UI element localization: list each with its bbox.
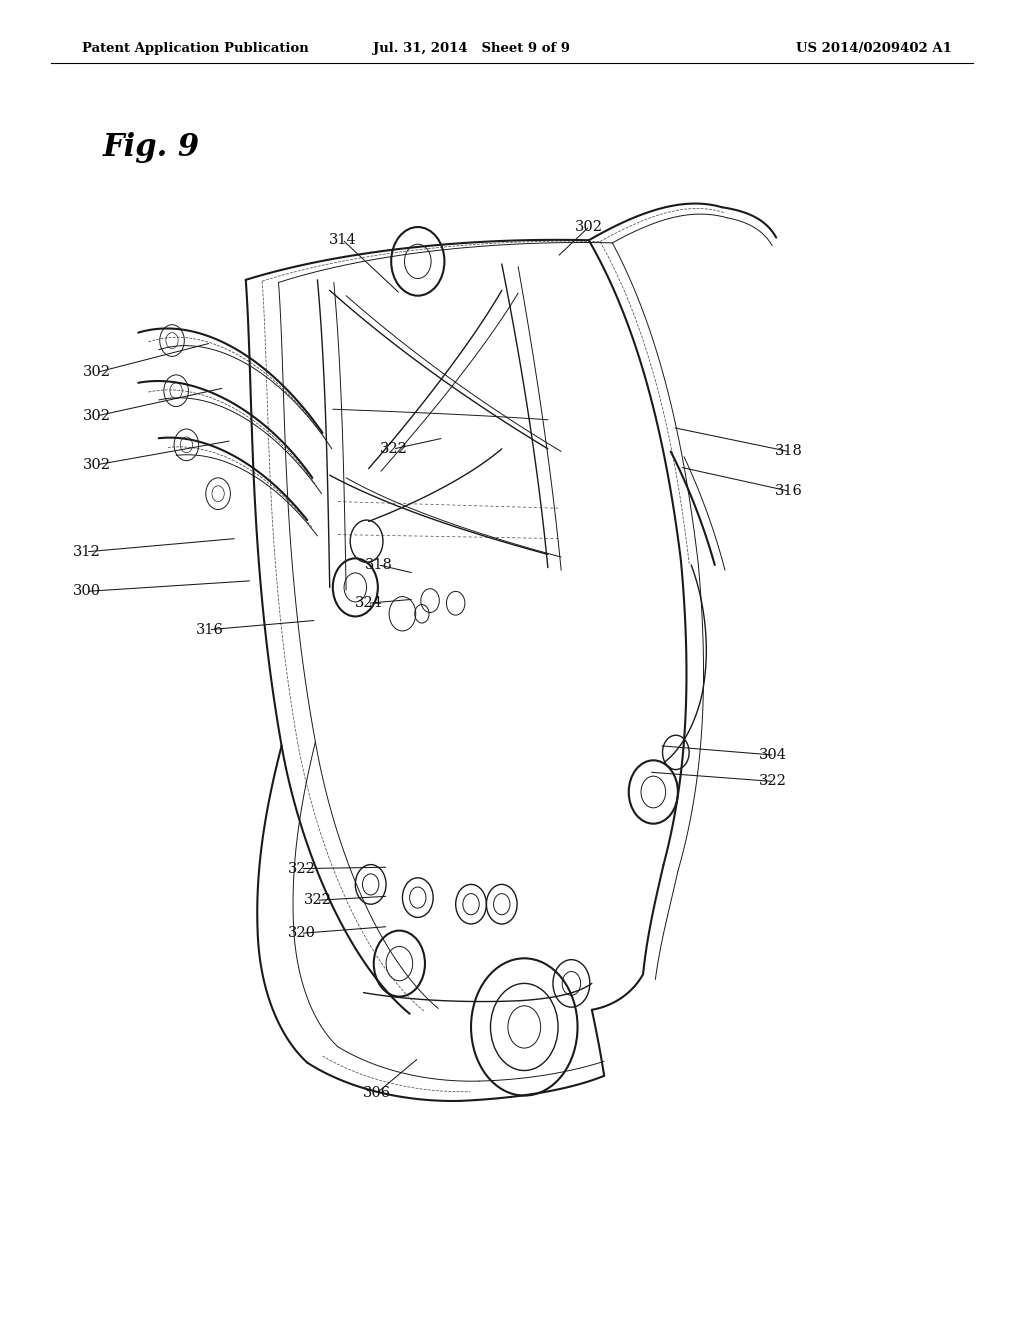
- Text: 322: 322: [380, 442, 409, 455]
- Text: 302: 302: [574, 220, 603, 234]
- Text: US 2014/0209402 A1: US 2014/0209402 A1: [797, 42, 952, 55]
- Text: 320: 320: [288, 927, 316, 940]
- Text: Patent Application Publication: Patent Application Publication: [82, 42, 308, 55]
- Text: 306: 306: [362, 1086, 391, 1100]
- Text: 322: 322: [759, 775, 787, 788]
- Text: 322: 322: [288, 862, 316, 875]
- Text: 324: 324: [354, 597, 383, 610]
- Text: 312: 312: [73, 545, 101, 558]
- Text: 300: 300: [73, 585, 101, 598]
- Text: 302: 302: [83, 458, 112, 471]
- Text: 316: 316: [196, 623, 224, 636]
- Text: Jul. 31, 2014   Sheet 9 of 9: Jul. 31, 2014 Sheet 9 of 9: [373, 42, 569, 55]
- Text: 318: 318: [774, 445, 803, 458]
- Text: 302: 302: [83, 366, 112, 379]
- Text: 316: 316: [774, 484, 803, 498]
- Text: 314: 314: [329, 234, 357, 247]
- Text: 304: 304: [759, 748, 787, 762]
- Text: Fig. 9: Fig. 9: [102, 132, 200, 162]
- Text: 322: 322: [303, 894, 332, 907]
- Text: 302: 302: [83, 409, 112, 422]
- Text: 318: 318: [365, 558, 393, 572]
